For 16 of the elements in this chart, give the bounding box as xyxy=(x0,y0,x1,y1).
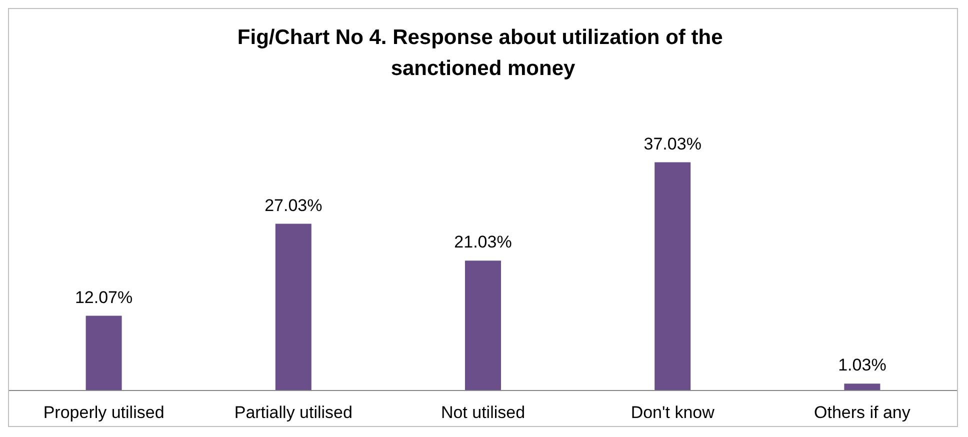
x-tick-label: Others if any xyxy=(814,403,911,422)
chart-title: Fig/Chart No 4. Response about utilization of the sanctioned money xyxy=(237,26,729,80)
data-label: 12.07% xyxy=(74,288,133,307)
data-label: 27.03% xyxy=(264,196,322,215)
bar xyxy=(654,162,691,390)
data-label: 1.03% xyxy=(838,356,886,375)
x-tick-label: Don't know xyxy=(630,403,716,422)
data-label: 21.03% xyxy=(454,232,512,252)
bar xyxy=(844,384,880,390)
bar xyxy=(465,260,501,390)
x-tick-label: Properly utilised xyxy=(43,403,164,422)
data-label: 37.03% xyxy=(644,134,702,154)
bar xyxy=(275,224,312,390)
bar xyxy=(86,316,122,390)
x-tick-label: Not utilised xyxy=(440,403,526,422)
x-tick-label: Partially utilised xyxy=(234,403,352,422)
